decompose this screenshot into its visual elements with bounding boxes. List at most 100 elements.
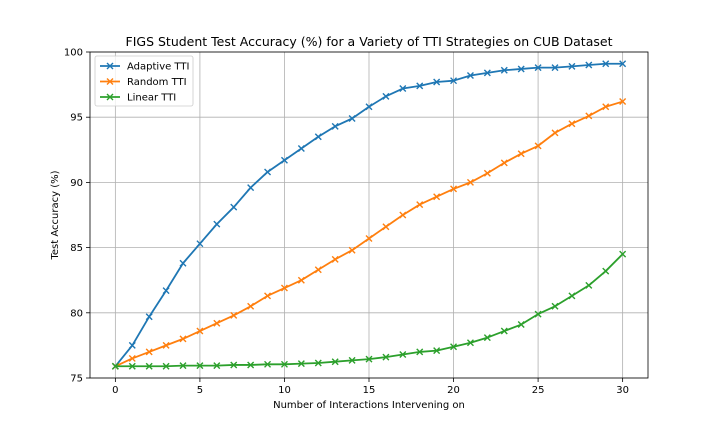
data-point-marker [450, 343, 458, 351]
data-point-marker [179, 259, 187, 267]
data-point-marker [517, 150, 525, 158]
data-point-marker [585, 112, 593, 120]
x-tick-label: 5 [197, 385, 203, 396]
y-tick-label: 75 [70, 374, 83, 385]
data-point-marker [534, 310, 542, 318]
data-point-marker [416, 82, 424, 90]
legend-box [94, 55, 194, 107]
data-point-marker [399, 85, 407, 93]
data-point-marker [162, 287, 170, 295]
data-point-marker [585, 281, 593, 289]
data-point-marker [230, 311, 238, 319]
axis-ticks: 0 5 10 15 20 25 30 75 80 85 90 95 100 [64, 48, 629, 397]
data-point-marker [179, 362, 187, 370]
data-point-marker [128, 341, 136, 349]
data-point-marker [483, 69, 491, 77]
data-point-marker [619, 60, 627, 68]
data-point-marker [450, 185, 458, 193]
x-tick-label: 25 [532, 385, 545, 396]
data-point-marker [466, 71, 474, 79]
data-point-marker [466, 178, 474, 186]
data-point-marker [297, 360, 305, 368]
data-point-marker [500, 159, 508, 167]
data-point-marker [264, 292, 272, 300]
x-tick-label: 30 [616, 385, 629, 396]
data-point-marker [416, 348, 424, 356]
series-linear-tti [111, 250, 627, 370]
data-point-marker [162, 341, 170, 349]
data-point-marker [500, 327, 508, 335]
data-point-marker [213, 220, 221, 228]
data-point-marker [500, 66, 508, 74]
data-point-marker [314, 133, 322, 141]
series-layer [111, 60, 627, 370]
x-tick-label: 20 [447, 385, 460, 396]
data-point-marker [365, 103, 373, 111]
data-point-marker [314, 266, 322, 274]
legend-label: Random TTI [127, 77, 187, 88]
y-tick-label: 85 [70, 243, 83, 254]
data-point-marker [534, 64, 542, 72]
y-tick-label: 90 [70, 178, 83, 189]
legend-marker [106, 62, 114, 70]
series-random-tti [111, 98, 627, 370]
data-point-marker [517, 321, 525, 329]
chart-title: FIGS Student Test Accuracy (%) for a Var… [126, 34, 613, 49]
data-point-marker [585, 61, 593, 69]
data-point-marker [433, 78, 441, 86]
data-point-marker [213, 319, 221, 327]
data-point-marker [399, 211, 407, 219]
x-tick-label: 10 [278, 385, 291, 396]
data-point-marker [297, 145, 305, 152]
data-point-marker [517, 65, 525, 73]
y-tick-label: 95 [70, 113, 83, 124]
data-point-marker [568, 292, 576, 300]
x-tick-label: 15 [363, 385, 376, 396]
data-point-marker [128, 354, 136, 362]
data-point-marker [382, 92, 390, 100]
data-point-marker [196, 327, 204, 335]
data-point-marker [483, 169, 491, 177]
data-point-marker [551, 302, 559, 310]
data-point-marker [433, 347, 441, 355]
data-point-marker [348, 246, 356, 254]
data-point-marker [179, 335, 187, 343]
y-tick-label: 100 [64, 48, 83, 59]
data-point-marker [264, 360, 272, 368]
legend-label: Linear TTI [127, 93, 176, 104]
y-axis-label: Test Accuracy (%) [50, 170, 61, 260]
legend-marker [106, 78, 114, 85]
data-point-marker [619, 250, 627, 258]
data-point-marker [331, 358, 339, 366]
data-point-marker [568, 62, 576, 70]
data-point-marker [247, 302, 255, 310]
x-tick-label: 0 [112, 385, 118, 396]
data-point-marker [213, 362, 221, 370]
data-point-marker [382, 353, 390, 361]
data-point-marker [247, 184, 255, 192]
x-axis-label: Number of Interactions Intervening on [273, 400, 465, 411]
data-point-marker [145, 348, 153, 356]
data-point-marker [230, 203, 238, 211]
legend: Adaptive TTI Random TTI Linear TTI [94, 55, 194, 107]
y-tick-label: 80 [70, 308, 83, 319]
data-point-marker [145, 362, 153, 370]
data-point-marker [128, 362, 136, 370]
data-point-marker [331, 255, 339, 263]
data-point-marker [247, 361, 255, 369]
data-point-marker [399, 351, 407, 359]
data-point-marker [382, 223, 390, 231]
data-point-marker [348, 115, 356, 122]
data-point-marker [365, 234, 373, 242]
data-point-marker [280, 360, 288, 368]
data-point-marker [602, 103, 610, 111]
data-point-marker [145, 313, 153, 321]
data-point-marker [348, 356, 356, 364]
series-adaptive-tti [111, 60, 627, 370]
data-point-marker [619, 98, 627, 106]
data-point-marker [416, 201, 424, 209]
data-point-marker [264, 168, 272, 176]
data-point-marker [314, 359, 322, 367]
data-point-marker [297, 276, 305, 284]
